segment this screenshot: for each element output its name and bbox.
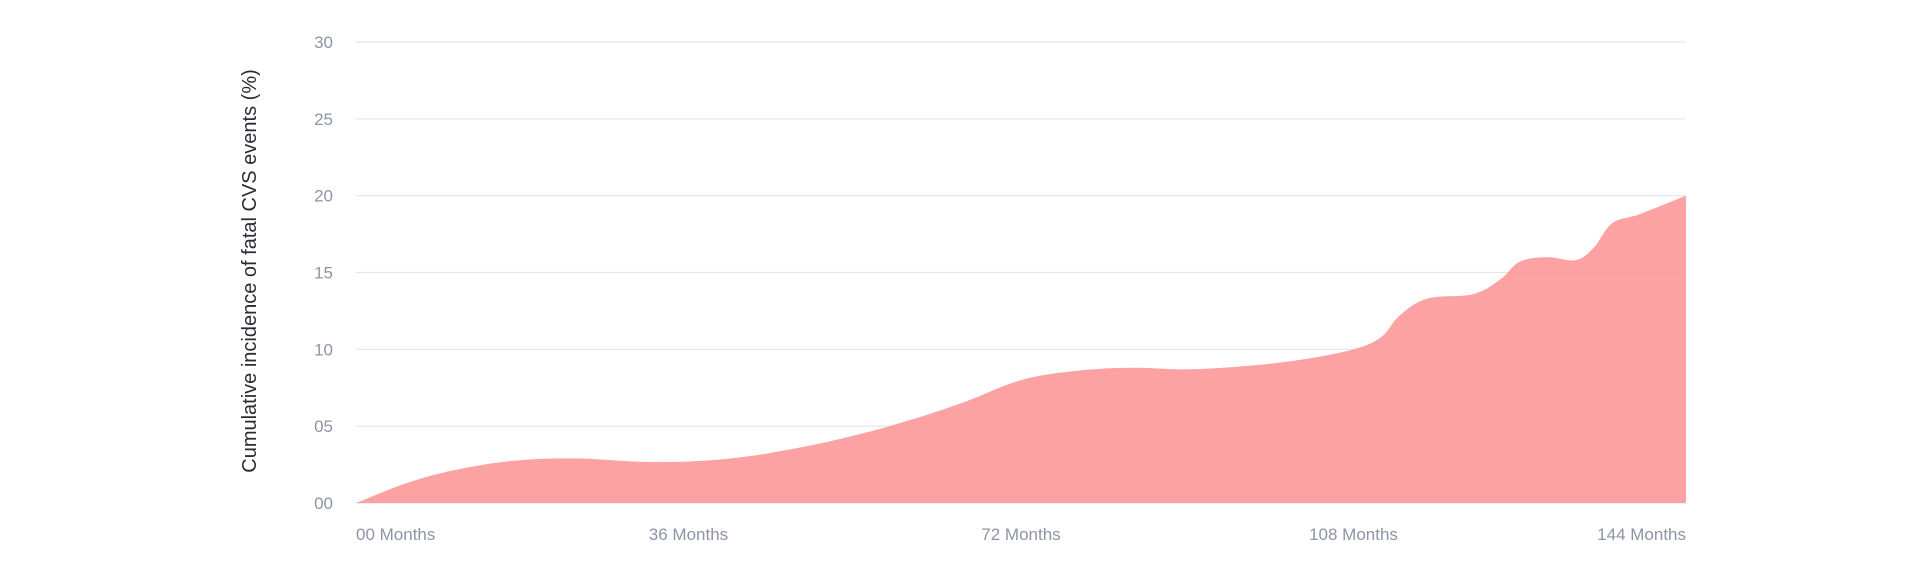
- y-tick-label: 10: [314, 340, 333, 359]
- y-tick-label: 00: [314, 494, 333, 513]
- x-axis-ticks: 00 Months 36 Months 72 Months 108 Months 144…: [356, 525, 1686, 544]
- area-series-0: [356, 195, 1686, 503]
- series-layer: [356, 195, 1686, 503]
- y-tick-label: 30: [314, 33, 333, 52]
- y-axis-label: Cumulative incidence of fatal CVS events…: [239, 69, 261, 473]
- y-tick-label: 25: [314, 110, 333, 129]
- x-tick-label: 144 Months: [1597, 525, 1686, 544]
- y-axis-ticks: 00 05 10 15 20 25 30: [314, 33, 333, 513]
- x-tick-label: 00 Months: [356, 525, 435, 544]
- y-tick-label: 05: [314, 417, 333, 436]
- x-tick-label: 36 Months: [649, 525, 728, 544]
- y-tick-label: 15: [314, 264, 333, 283]
- x-tick-label: 108 Months: [1309, 525, 1398, 544]
- y-tick-label: 20: [314, 187, 333, 206]
- x-tick-label: 72 Months: [981, 525, 1060, 544]
- gridlines: [356, 41, 1686, 504]
